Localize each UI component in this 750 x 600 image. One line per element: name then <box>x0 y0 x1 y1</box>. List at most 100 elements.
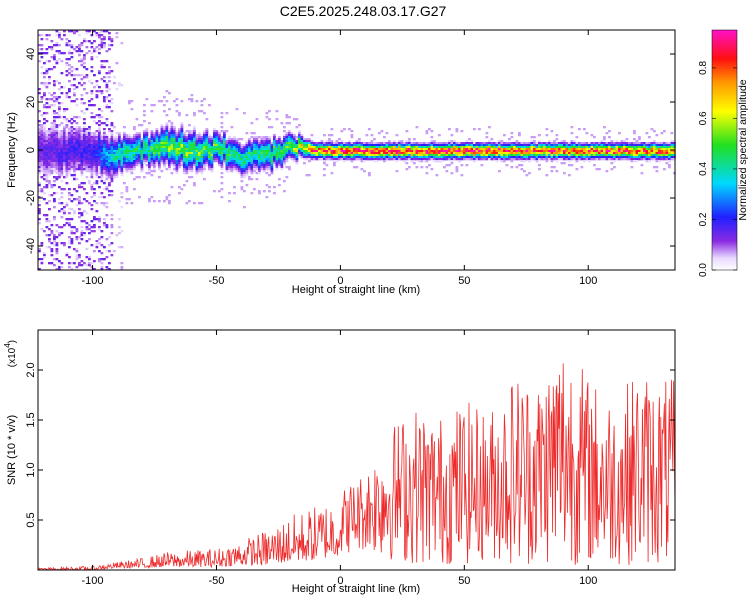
spectrogram-cell <box>45 156 49 159</box>
spectrogram-cell <box>70 126 74 129</box>
spectrogram-cell <box>158 136 161 139</box>
spectrogram-cell <box>265 162 269 165</box>
spectrogram-cell <box>93 50 96 53</box>
colorbar-gradient <box>711 29 738 271</box>
spectrogram-cell <box>105 214 109 217</box>
spectrogram-cell <box>75 162 79 165</box>
spectrogram-cell <box>193 156 196 159</box>
spectrogram-cell <box>220 162 224 165</box>
spectrogram-cell <box>263 136 266 139</box>
spectrogram-cell <box>193 154 196 157</box>
spectrogram-cell <box>248 150 251 153</box>
spectrogram-cell <box>545 158 549 161</box>
spectrogram-cell <box>495 142 499 145</box>
spectrogram-cell <box>80 172 84 175</box>
spectrogram-cell <box>68 144 71 147</box>
spectrogram-cell <box>65 124 69 127</box>
spectrogram-cell <box>528 150 531 153</box>
spectrogram-cell <box>398 150 401 153</box>
spectrogram-cell <box>583 150 586 153</box>
spectrogram-cell <box>138 148 141 151</box>
spectrogram-cell <box>65 134 69 137</box>
spectrogram-cell <box>560 150 564 153</box>
spectrogram-cell <box>363 156 366 159</box>
spectrogram-cell <box>120 246 124 249</box>
spectrogram-cell <box>78 264 81 267</box>
spectrogram-cell <box>135 152 139 155</box>
spectrogram-cell <box>70 134 74 137</box>
spectrogram-cell <box>185 154 189 157</box>
spectrogram-cell <box>108 176 111 179</box>
spectrogram-cell <box>165 126 169 129</box>
spectrogram-cell <box>600 142 604 145</box>
spectrogram-cell <box>255 148 259 151</box>
spectrogram-cell <box>245 164 249 167</box>
spectrogram-cell <box>43 92 46 95</box>
spectrogram-cell <box>53 152 56 155</box>
spectrogram-cell <box>530 146 534 149</box>
spectrogram-cell <box>410 152 414 155</box>
spectrogram-cell <box>168 140 171 143</box>
spectrogram-cell <box>528 156 531 159</box>
spectrogram-cell <box>110 44 114 47</box>
spectrogram-cell <box>98 216 101 219</box>
spectrogram-cell <box>665 162 669 165</box>
spectrogram-cell <box>130 138 134 141</box>
spectrogram-cell <box>555 146 559 149</box>
spectrogram-cell <box>150 170 154 173</box>
spectrogram-cell <box>545 154 549 157</box>
spectrogram-cell <box>550 150 554 153</box>
spectrogram-cell <box>160 146 164 149</box>
spectrogram-cell <box>200 164 204 167</box>
spectrogram-cell <box>63 164 66 167</box>
spectrogram-cell <box>180 138 184 141</box>
spectrogram-cell <box>45 72 49 75</box>
spectrogram-cell <box>125 142 129 145</box>
spectrogram-cell <box>200 160 204 163</box>
spectrogram-cell <box>595 148 599 151</box>
spectrogram-cell <box>145 98 149 101</box>
spectrogram-cell <box>608 150 611 153</box>
spectrogram-cell <box>120 206 124 209</box>
spectrogram-cell <box>663 150 666 153</box>
spectrogram-cell <box>38 222 41 225</box>
spectrogram-cell <box>455 158 459 161</box>
spectrogram-cell <box>645 142 649 145</box>
spectrogram-cell <box>290 138 294 141</box>
spectrogram-cell <box>65 126 69 129</box>
spectrogram-cell <box>558 158 561 161</box>
spectrogram-cell <box>350 148 354 151</box>
spectrogram-cell <box>190 152 194 155</box>
spectrogram-cell <box>323 144 326 147</box>
spectrogram-cell <box>150 164 154 167</box>
spectrogram-cell <box>123 150 126 153</box>
spectrogram-cell <box>358 150 361 153</box>
spectrogram-cell <box>183 156 186 159</box>
spectrogram-cell <box>120 152 124 155</box>
spectrogram-cell <box>380 150 384 153</box>
spectrogram-cell <box>295 160 299 163</box>
spectrogram-cell <box>505 164 509 167</box>
spectrogram-cell <box>98 126 101 129</box>
spectrogram-cell <box>430 152 434 155</box>
spectrogram-cell <box>245 168 249 171</box>
spectrogram-cell <box>150 150 154 153</box>
spectrogram-cell <box>620 154 624 157</box>
spectrogram-cell <box>75 136 79 139</box>
spectrogram-cell <box>605 158 609 161</box>
spectrogram-cell <box>40 96 44 99</box>
spectrogram-cell <box>53 168 56 171</box>
spectrogram-cell <box>498 156 501 159</box>
spectrogram-cell <box>103 44 106 47</box>
spectrogram-cell <box>265 146 269 149</box>
spectrogram-cell <box>200 168 204 171</box>
spectrogram-cell <box>510 158 514 161</box>
spectrogram-cell <box>155 132 159 135</box>
spectrogram-cell <box>43 152 46 155</box>
spectrogram-cell <box>45 174 49 177</box>
spectrogram-cell <box>250 192 254 195</box>
spectrogram-cell <box>265 156 269 159</box>
spectrogram-cell <box>595 144 599 147</box>
spectrogram-cell <box>193 146 196 149</box>
spectrogram-cell <box>93 164 96 167</box>
